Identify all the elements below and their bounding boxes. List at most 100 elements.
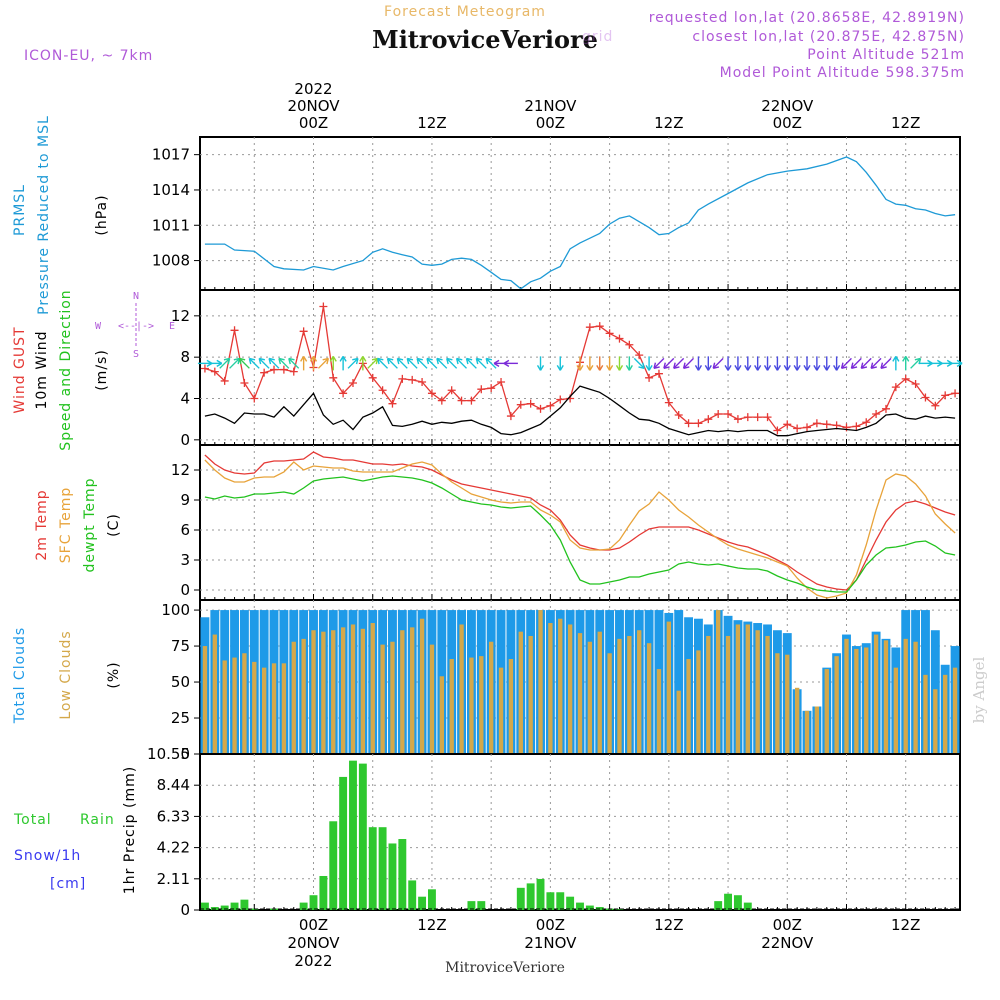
wind-ytick-label: 0 [180, 431, 190, 449]
rain-bar [467, 901, 476, 910]
wind-direction-arrow [288, 357, 300, 369]
low-cloud-bar [281, 663, 287, 754]
wind-arrow-shaft [673, 357, 685, 369]
low-cloud-bar [301, 638, 306, 754]
low-cloud-bar [716, 610, 721, 754]
precip-ytick-label: 2.11 [157, 870, 190, 888]
credit-watermark: by Angel [970, 656, 988, 723]
rain-bar [378, 827, 387, 910]
closest-coords: closest lon,lat (20.875E, 42.875N) [692, 29, 965, 45]
gust-point [911, 380, 920, 389]
wind-direction-arrow [416, 357, 428, 369]
wind-direction-arrow [833, 356, 841, 371]
wind-arrow-head [576, 365, 584, 371]
gust-point [931, 401, 940, 410]
rain-bar [388, 843, 397, 910]
wind-arrow-head [823, 365, 831, 371]
temperature-side-labels: 2m Temp SFC Temp dewpt Temp (C) [34, 477, 122, 572]
wind-direction-arrow [783, 356, 791, 371]
wind-direction-arrow [948, 359, 963, 367]
clouds-ytick-label: 100 [161, 601, 190, 619]
low-cloud-bar [814, 706, 820, 754]
wind-arrow-head [238, 357, 246, 365]
wind-arrow-head [704, 365, 712, 371]
wind-direction-arrow [207, 359, 223, 367]
model-altitude: Model Point Altitude 598.375m [720, 65, 965, 81]
low-cloud-bar [242, 653, 247, 754]
wind-arrow-shaft [248, 357, 260, 369]
wind-arrow-shaft [258, 357, 270, 369]
wind-gust-label: Wind GUST [12, 326, 28, 413]
wind-line-10m-wind [204, 385, 956, 437]
wind-arrow-head [396, 357, 404, 365]
gust-point [418, 377, 427, 386]
gust-point [654, 369, 663, 378]
rain-bar [714, 901, 723, 910]
wind-arrow-shaft [347, 357, 359, 369]
wind-arrow-head [850, 362, 858, 369]
rain-bar [299, 902, 308, 910]
wind-arrow-head [773, 365, 782, 371]
wind-arrow-head [300, 356, 308, 362]
gust-point [733, 415, 742, 424]
top-time-label: 00Z [773, 114, 802, 132]
low-cloud-bar [400, 630, 405, 754]
wind-direction-arrow [724, 356, 732, 371]
wind-arrow-shaft [683, 357, 695, 369]
bottom-time-label: 12Z [891, 916, 920, 934]
low-cloud-bar [518, 631, 523, 754]
gust-point [881, 404, 890, 413]
low-cloud-bar [380, 644, 385, 754]
bottom-time-label: 12Z [654, 916, 683, 934]
low-cloud-bar [321, 631, 326, 754]
low-cloud-bar [794, 687, 800, 754]
wind-arrow-head [223, 357, 231, 365]
rain-bar [408, 880, 417, 910]
wind-direction-arrow [536, 356, 545, 371]
wind-arrow-shaft [436, 357, 448, 369]
rain-bar [743, 902, 752, 910]
bottom-time-label: 00Z [536, 916, 565, 934]
gust-point [743, 413, 752, 422]
low-cloud-bar [331, 630, 336, 754]
wind-arrow-head [682, 362, 690, 369]
total-clouds-label: Total Clouds [12, 627, 28, 724]
wind-arrow-head [712, 362, 720, 369]
gust-point [872, 410, 881, 418]
low-cloud-bar [854, 648, 859, 754]
compass-s: S [133, 349, 139, 360]
low-cloud-bar [548, 623, 553, 754]
gust-point [348, 379, 357, 387]
top-time-label: 2022 [294, 80, 332, 98]
wind-arrow-shaft [288, 357, 300, 369]
precip-ytick-label: 6.33 [157, 807, 190, 825]
low-cloud-bar [291, 641, 296, 754]
wind-direction-arrow [376, 357, 389, 369]
pressure-ytick-label: 1008 [152, 252, 190, 270]
wind-arrow-head [724, 365, 732, 371]
wind-unit: (m/s) [94, 349, 110, 391]
wind-ytick-label: 12 [171, 307, 190, 325]
wind-arrow-head [536, 365, 545, 371]
rain-bar [566, 896, 575, 910]
wind-ytick-label: 8 [180, 348, 190, 366]
gust-point [674, 411, 683, 420]
low-cloud-bar [617, 638, 622, 754]
wind-10m-label: 10m Wind [34, 330, 50, 409]
low-cloud-bar [271, 663, 277, 754]
rain-bar [477, 901, 486, 910]
wind-arrow-shaft [653, 357, 665, 369]
precip-total-label: Total [13, 812, 52, 828]
wind-arrow-head [322, 357, 330, 365]
wind-arrow-head [813, 365, 821, 371]
wind-arrow-head [744, 365, 752, 371]
wind-arrow-head [493, 359, 500, 367]
wind-direction-arrow [386, 357, 398, 369]
wind-arrow-head [673, 362, 680, 369]
wind-direction-arrow [396, 357, 408, 369]
gust-point [467, 396, 476, 405]
temperature-line-dewpt-temp [204, 475, 956, 593]
wind-direction-arrow [248, 357, 260, 369]
low-cloud-bar [340, 627, 346, 754]
